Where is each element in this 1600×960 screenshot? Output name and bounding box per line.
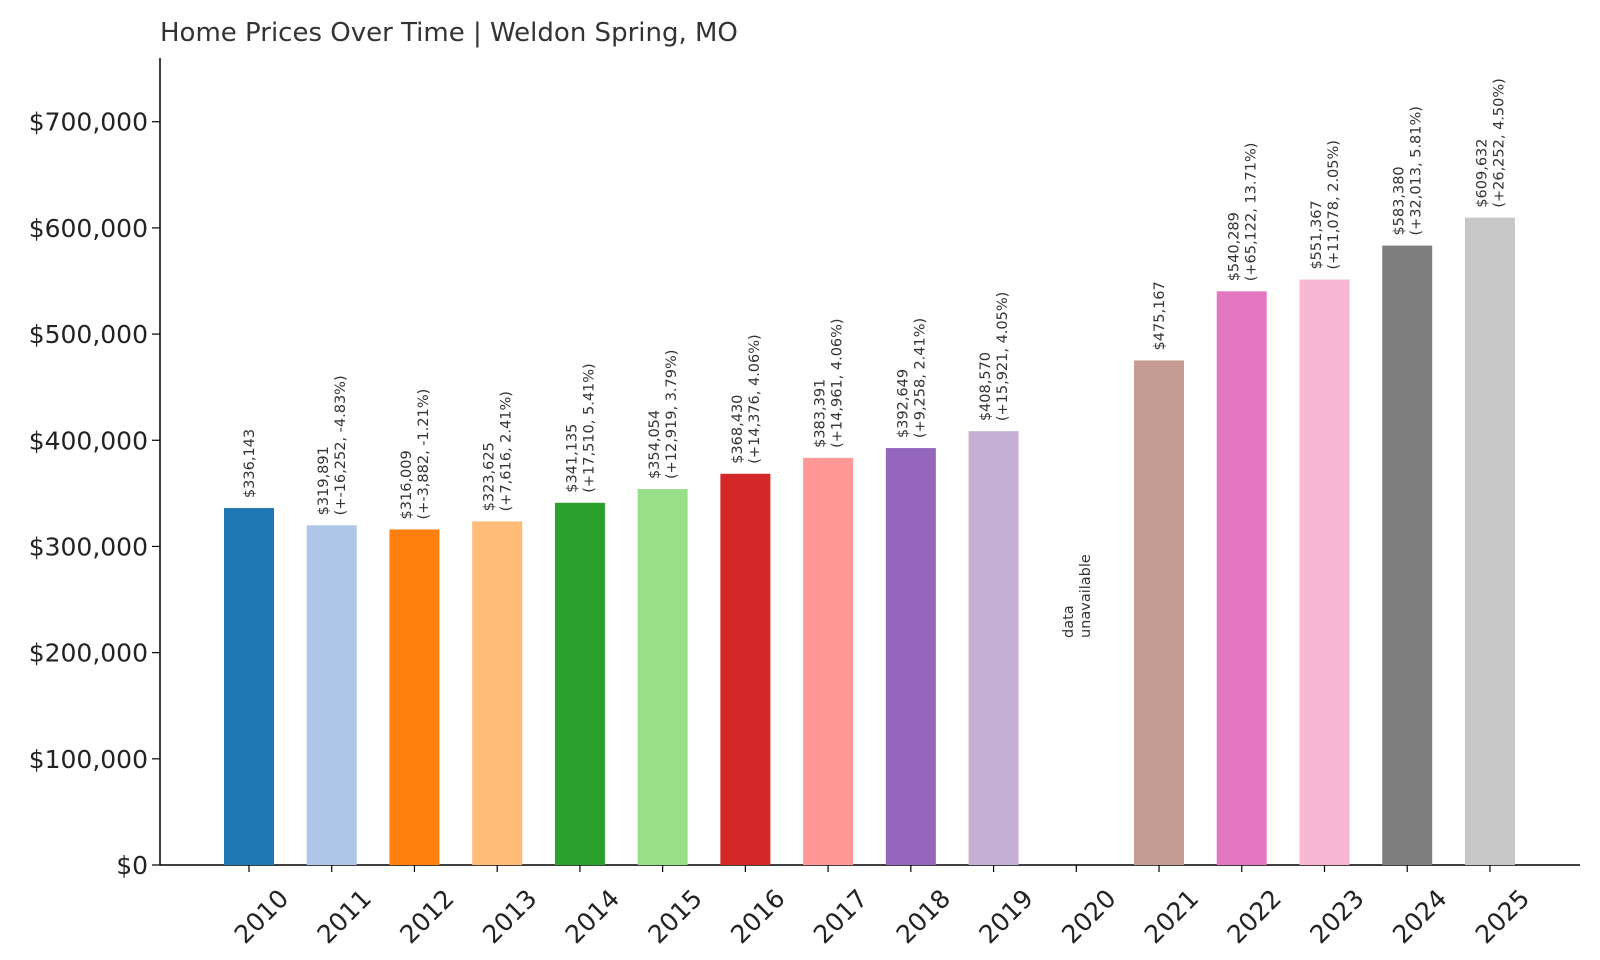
- missing-data-label: data: [1061, 605, 1077, 638]
- bar-2014: [554, 502, 605, 865]
- bar-2023: [1299, 279, 1350, 866]
- x-tick-label: 2020: [1056, 884, 1121, 949]
- bar-2012: [389, 529, 440, 865]
- y-tick-label: $700,000: [29, 108, 148, 137]
- bar-value-label: $392,649: [895, 369, 911, 438]
- bar-2024: [1382, 245, 1433, 866]
- bar-value-label: $341,135: [564, 424, 580, 493]
- bar-value-label: $323,625: [482, 442, 498, 511]
- bar-value-label: (+65,122, 13.71%): [1243, 143, 1259, 282]
- x-tick-label: 2022: [1222, 884, 1287, 949]
- bar-2017: [803, 457, 854, 865]
- x-tick-label: 2015: [642, 884, 707, 949]
- y-tick-label: $300,000: [29, 532, 148, 561]
- bar-value-label: (+14,961, 4.06%): [830, 318, 846, 447]
- bar-value-label: $368,430: [730, 395, 746, 464]
- x-tick-label: 2023: [1304, 884, 1369, 949]
- bar-value-label: $319,891: [316, 446, 332, 515]
- y-tick-label: $400,000: [29, 426, 148, 455]
- bar-2010: [224, 508, 274, 865]
- x-tick-label: 2021: [1139, 884, 1204, 949]
- x-tick-label: 2012: [394, 884, 459, 949]
- bar-value-label: (+26,252, 4.50%): [1491, 78, 1507, 207]
- y-tick-label: $0: [116, 851, 148, 880]
- bar-value-label: $316,009: [399, 450, 415, 519]
- y-tick-label: $500,000: [29, 320, 148, 349]
- bar-2011: [306, 525, 357, 865]
- bar-value-label: (+-16,252, -4.83%): [333, 375, 349, 515]
- x-tick-label: 2017: [808, 884, 873, 949]
- bar-value-label: (+14,376, 4.06%): [747, 334, 763, 463]
- bar-value-label: (+12,919, 3.79%): [664, 350, 680, 479]
- bar-value-label: $540,289: [1226, 212, 1242, 281]
- x-tick-label: 2014: [560, 884, 625, 949]
- bar-value-label: $609,632: [1474, 138, 1490, 207]
- y-tick-label: $600,000: [29, 214, 148, 243]
- missing-data-label: unavailable: [1078, 554, 1094, 638]
- bar-2025: [1464, 217, 1515, 866]
- chart-title: Home Prices Over Time | Weldon Spring, M…: [160, 18, 738, 48]
- data-labels: $336,143 $319,891 (+-16,252, -4.83%) $316,0…: [242, 78, 1507, 638]
- bar-value-label: (+-3,882, -1.21%): [416, 389, 432, 520]
- bar-2013: [472, 521, 523, 865]
- bars: [224, 217, 1515, 866]
- x-tick-label: 2010: [229, 884, 294, 949]
- bar-value-label: (+7,616, 2.41%): [499, 391, 515, 511]
- x-tick-label: 2025: [1470, 884, 1535, 949]
- bar-2019: [968, 431, 1019, 865]
- x-tick-label: 2018: [891, 884, 956, 949]
- bar-2022: [1216, 291, 1267, 865]
- y-axis: $0 $100,000 $200,000 $300,000 $400,000 $500,0…: [29, 58, 161, 880]
- bar-2015: [637, 489, 688, 865]
- bar-value-label: $336,143: [242, 429, 258, 498]
- y-tick-label: $100,000: [29, 745, 148, 774]
- bar-value-label: (+15,921, 4.05%): [995, 292, 1011, 421]
- bar-value-label: $354,054: [647, 410, 663, 479]
- bar-value-label: $408,570: [978, 352, 994, 421]
- bar-value-label: $551,367: [1309, 200, 1325, 269]
- bar-value-label: $383,391: [813, 379, 829, 448]
- bar-value-label: (+11,078, 2.05%): [1326, 140, 1342, 269]
- x-tick-label: 2011: [311, 884, 376, 949]
- bar-value-label: (+9,258, 2.41%): [912, 318, 928, 438]
- x-tick-label: 2016: [725, 884, 790, 949]
- bar-value-label: $583,380: [1392, 166, 1408, 235]
- x-tick-label: 2024: [1387, 884, 1452, 949]
- bar-value-label: (+17,510, 5.41%): [581, 363, 597, 492]
- bar-2021: [1134, 360, 1185, 865]
- x-axis: 2010 2011 2012 2013 2014 2015 2016 2017 2018 2019…: [160, 864, 1580, 949]
- y-tick-label: $200,000: [29, 639, 148, 668]
- bar-2016: [720, 473, 771, 865]
- bar-value-label: $475,167: [1152, 281, 1168, 350]
- x-tick-label: 2019: [973, 884, 1038, 949]
- x-tick-label: 2013: [477, 884, 542, 949]
- bar-value-label: (+32,013, 5.81%): [1409, 106, 1425, 235]
- bar-2018: [885, 448, 936, 865]
